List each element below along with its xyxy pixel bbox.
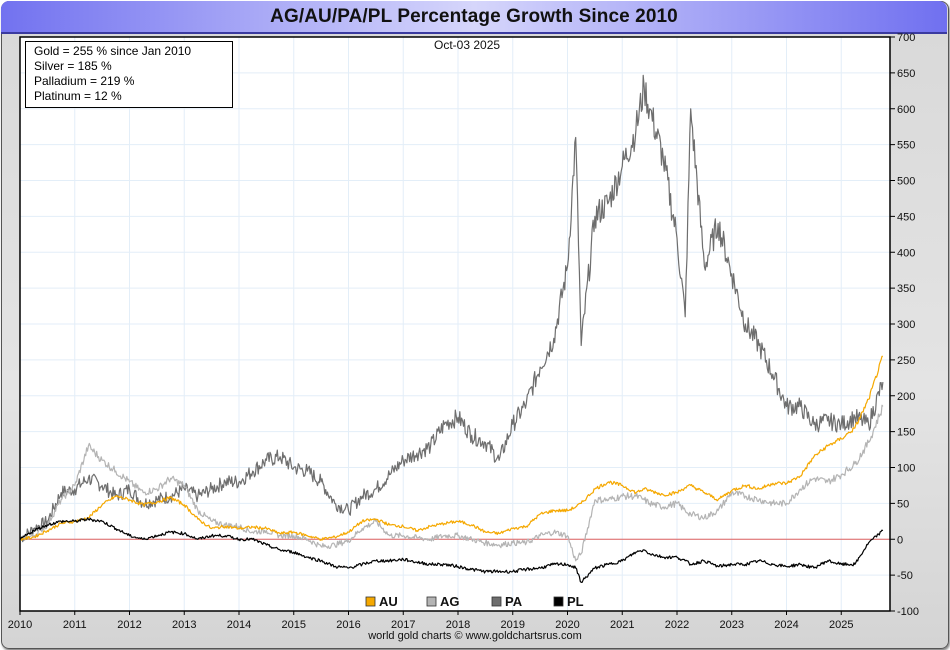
stats-box: Gold = 255 % since Jan 2010 Silver = 185… [25,41,233,108]
series-line-au [19,355,883,541]
legend-label: AG [440,594,460,609]
x-tick-label: 2014 [227,619,251,631]
legend-item-ag: AG [426,594,460,609]
x-tick-label: 2018 [446,619,470,631]
legend-swatch [491,596,502,607]
stat-silver: Silver = 185 % [34,59,112,73]
x-tick-label: 2023 [720,619,744,631]
series-lines [19,74,884,584]
y-tick-label: 100 [897,463,915,475]
stat-palladium: Palladium = 219 % [34,74,135,88]
y-tick-label: 150 [897,427,915,439]
legend-swatch [553,596,564,607]
legend-label: AU [379,594,398,609]
x-tick-label: 2021 [610,619,634,631]
y-tick-label: 600 [897,104,915,116]
y-axis: -100 -50 0 50 100 150 200 250 300 350 400 450 500 550… [890,32,919,618]
y-tick-label: 300 [897,319,915,331]
x-tick-label: 2025 [829,619,853,631]
x-tick-label: 2015 [282,619,306,631]
footer-credit: world gold charts © www.goldchartsrus.co… [368,630,582,642]
stat-platinum: Platinum = 12 % [34,89,122,103]
y-tick-label: -100 [897,606,919,618]
x-tick-label: 2012 [117,619,141,631]
series-line-pl [19,517,884,584]
legend-label: PL [567,594,584,609]
y-tick-label: -50 [897,570,913,582]
y-tick-label: 50 [897,498,909,510]
legend: AU AG PA PL [365,594,584,609]
x-axis: 2010 2011 2012 2013 2014 2015 2016 2017 2018 2019… [8,611,853,631]
x-tick-label: 2019 [501,619,525,631]
legend-label: PA [505,594,523,609]
y-tick-label: 650 [897,68,915,80]
legend-swatch [426,596,437,607]
chart-title: AG/AU/PA/PL Percentage Growth Since 2010 [270,6,678,27]
y-tick-label: 350 [897,283,915,295]
date-label: Oct-03 2025 [434,38,501,52]
y-tick-label: 450 [897,211,915,223]
stat-gold: Gold = 255 % since Jan 2010 [34,44,192,58]
y-tick-label: 700 [897,32,915,44]
legend-swatch [365,596,376,607]
x-tick-label: 2013 [172,619,196,631]
series-line-pa [19,74,884,543]
legend-item-au: AU [365,594,398,609]
y-tick-label: 200 [897,391,915,403]
x-tick-label: 2024 [774,619,798,631]
x-tick-label: 2017 [391,619,415,631]
x-tick-label: 2016 [336,619,360,631]
legend-item-pa: PA [491,594,523,609]
series-line-ag [19,404,884,562]
y-tick-label: 500 [897,176,915,188]
x-tick-label: 2011 [63,619,87,631]
x-tick-label: 2022 [665,619,689,631]
y-tick-label: 0 [897,534,903,546]
y-tick-label: 250 [897,355,915,367]
y-tick-label: 400 [897,247,915,259]
legend-item-pl: PL [553,594,584,609]
x-tick-label: 2020 [555,619,579,631]
y-tick-label: 550 [897,140,915,152]
title-bar: AG/AU/PA/PL Percentage Growth Since 2010 [1,1,947,34]
x-tick-label: 2010 [8,619,32,631]
